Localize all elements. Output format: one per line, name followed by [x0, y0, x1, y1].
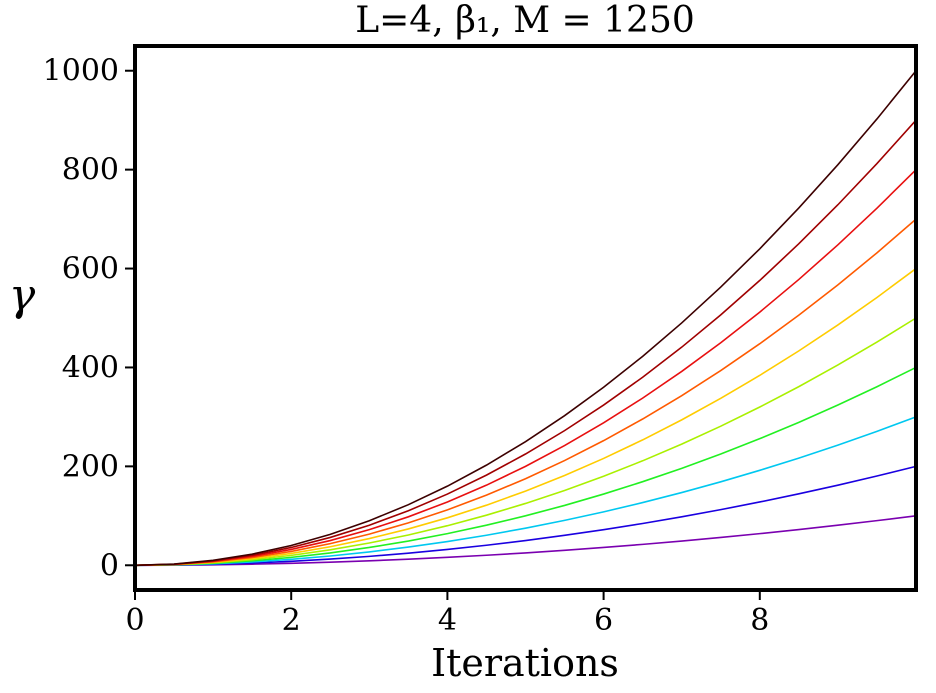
y-tick-label: 200 [62, 449, 119, 484]
y-tick-label: 400 [62, 350, 119, 385]
plot-frame [133, 44, 918, 592]
y-tick-label: 800 [62, 153, 119, 188]
x-tick-label: 8 [750, 603, 769, 638]
series-line-9 [134, 119, 917, 567]
series-line-2 [134, 465, 917, 567]
series-line-6 [134, 267, 917, 567]
series-line-10 [134, 70, 917, 567]
x-tick-label: 4 [438, 603, 457, 638]
series-line-3 [134, 416, 917, 567]
ticks-layer: 0 2 4 6 8 0 200 400 600 800 1000 [43, 54, 770, 638]
series-line-7 [134, 218, 917, 567]
series-layer [134, 70, 917, 567]
y-tick-label: 0 [100, 548, 119, 583]
y-tick-label: 1000 [43, 54, 119, 89]
x-tick-label: 0 [125, 603, 144, 638]
x-tick-label: 2 [282, 603, 301, 638]
series-line-4 [134, 366, 917, 567]
series-line-8 [134, 169, 917, 567]
x-axis-label: Iterations [431, 641, 619, 685]
x-tick-label: 6 [594, 603, 613, 638]
y-tick-label: 600 [62, 252, 119, 287]
chart-title: L=4, β₁, M = 1250 [355, 0, 695, 41]
series-line-5 [134, 317, 917, 567]
series-line-1 [134, 515, 917, 567]
y-axis-label: γ [9, 270, 36, 321]
